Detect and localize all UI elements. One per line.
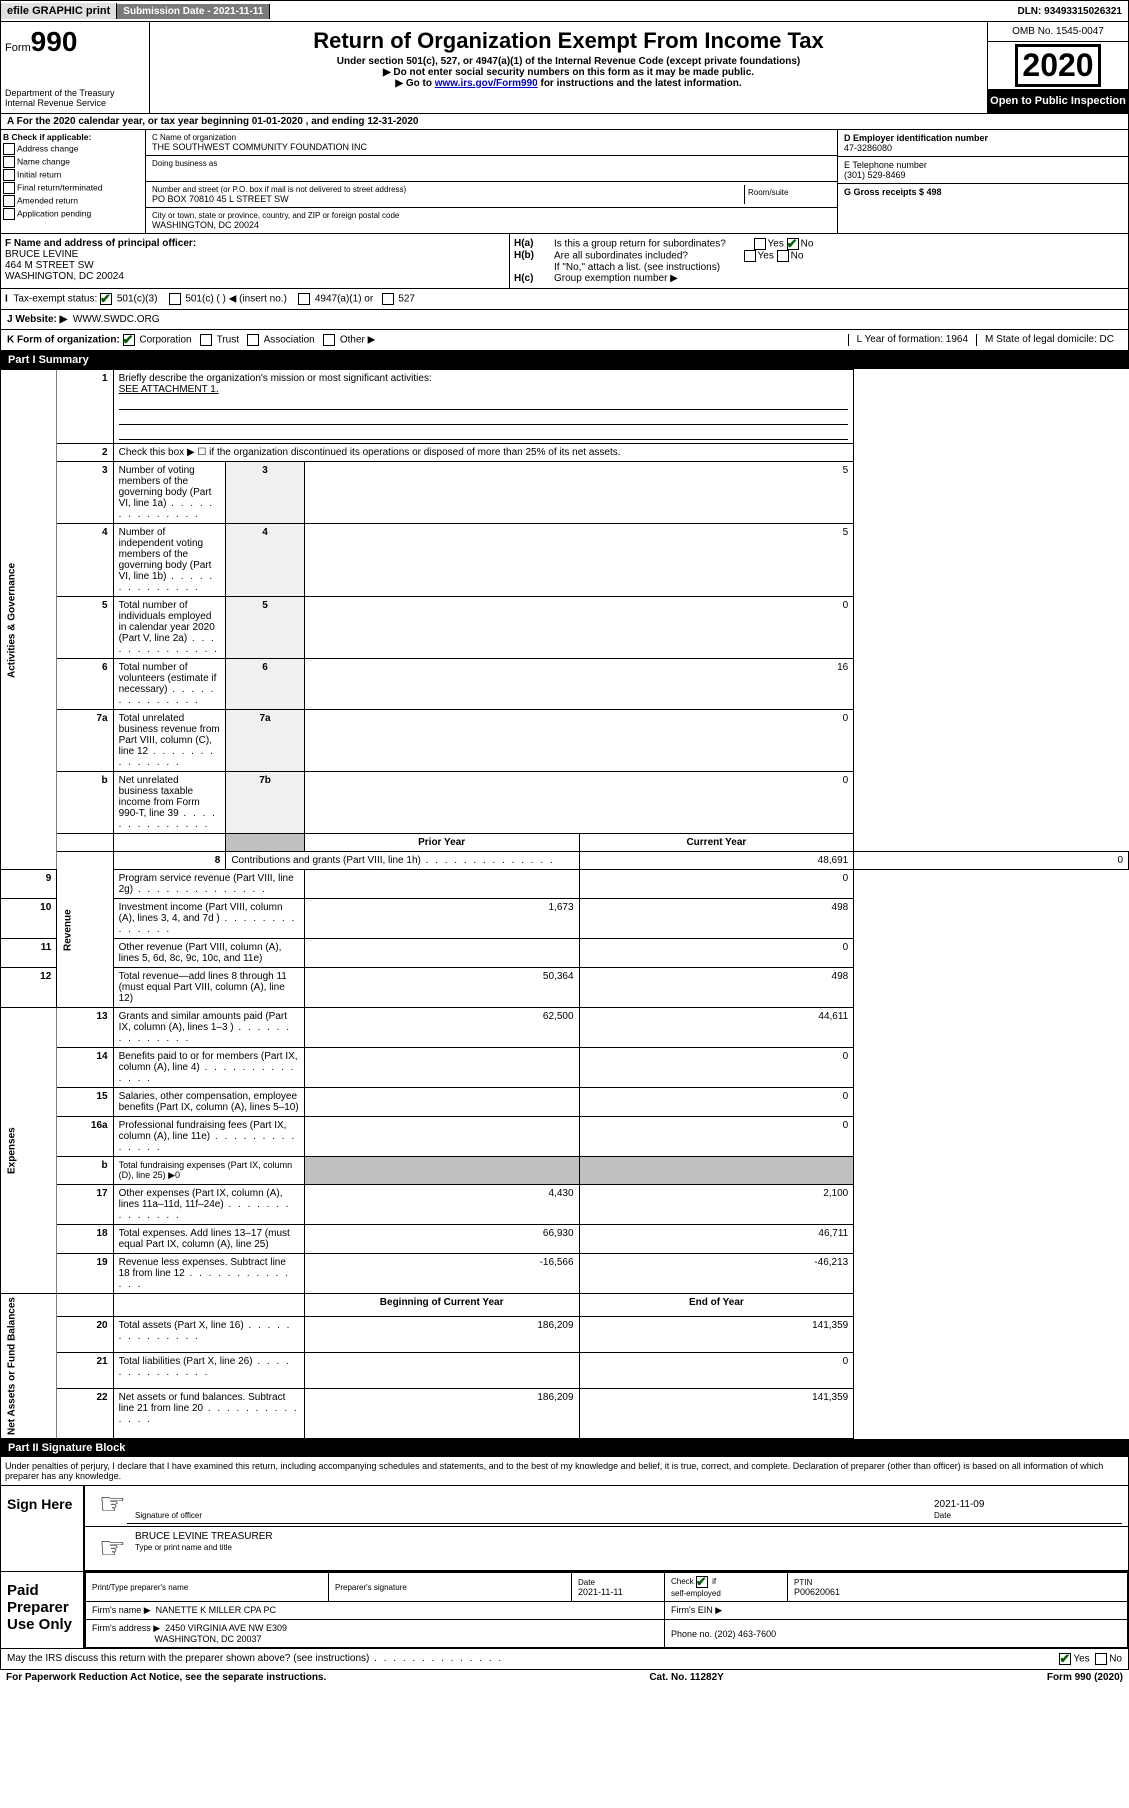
subtitle-3: ▶ Go to www.irs.gov/Form990 for instruct… xyxy=(154,78,983,89)
org-address: PO BOX 70810 45 L STREET SW xyxy=(152,194,289,204)
ha-no-checkbox[interactable] xyxy=(787,238,799,250)
open-public-badge: Open to Public Inspection xyxy=(988,89,1128,113)
page-footer: For Paperwork Reduction Act Notice, see … xyxy=(0,1670,1129,1685)
box-k: K Form of organization: Corporation Trus… xyxy=(0,330,1129,351)
summary-table: Activities & Governance 1 Briefly descri… xyxy=(0,369,1129,1439)
section-governance: Activities & Governance xyxy=(1,370,57,870)
officer-signature-name: BRUCE LEVINE TREASURER xyxy=(135,1531,273,1542)
info-block: B Check if applicable: Address change Na… xyxy=(0,130,1129,234)
firm-address: 2450 VIRGINIA AVE NW E309 xyxy=(165,1623,287,1633)
ptin: P00620061 xyxy=(794,1587,840,1597)
submission-date: Submission Date - 2021-11-11 xyxy=(117,4,270,19)
gross-receipts: G Gross receipts $ 498 xyxy=(844,187,1122,197)
top-bar: efile GRAPHIC print Submission Date - 20… xyxy=(0,0,1129,22)
irs-link[interactable]: www.irs.gov/Form990 xyxy=(435,78,538,89)
dept-label: Department of the Treasury xyxy=(5,88,145,98)
subtitle-2: ▶ Do not enter social security numbers o… xyxy=(154,67,983,78)
form-number: 990 xyxy=(31,26,78,57)
dln-label: DLN: 93493315026321 xyxy=(1011,4,1128,19)
year-formation: L Year of formation: 1964 xyxy=(848,334,976,346)
self-employed-checkbox[interactable] xyxy=(696,1576,708,1588)
box-f-h: F Name and address of principal officer:… xyxy=(0,234,1129,289)
box-c: C Name of organization THE SOUTHWEST COM… xyxy=(146,130,837,233)
box-i: I Tax-exempt status: 501(c)(3) 501(c) ( … xyxy=(0,289,1129,310)
subtitle-1: Under section 501(c), 527, or 4947(a)(1)… xyxy=(154,56,983,67)
501c3-checkbox[interactable] xyxy=(100,293,112,305)
org-name: THE SOUTHWEST COMMUNITY FOUNDATION INC xyxy=(152,142,367,152)
sign-date: 2021-11-09 xyxy=(934,1499,984,1510)
line-a: A For the 2020 calendar year, or tax yea… xyxy=(0,114,1129,130)
box-b: B Check if applicable: Address change Na… xyxy=(1,130,146,233)
cat-no: Cat. No. 11282Y xyxy=(649,1672,723,1683)
prep-date: 2021-11-11 xyxy=(578,1587,623,1597)
irs-label: Internal Revenue Service xyxy=(5,98,145,108)
firm-name: NANETTE K MILLER CPA PC xyxy=(156,1605,276,1615)
perjury-statement: Under penalties of perjury, I declare th… xyxy=(0,1457,1129,1486)
sign-here-block: Sign Here ☞ Signature of officer 2021-11… xyxy=(0,1486,1129,1572)
omb-number: OMB No. 1545-0047 xyxy=(988,22,1128,42)
section-expenses: Expenses xyxy=(1,1008,57,1294)
mission-text: SEE ATTACHMENT 1. xyxy=(119,384,219,395)
org-city: WASHINGTON, DC 20024 xyxy=(152,220,259,230)
efile-print-button[interactable]: efile GRAPHIC print xyxy=(1,3,117,19)
firm-phone: Phone no. (202) 463-7600 xyxy=(671,1629,776,1639)
website: WWW.SWDC.ORG xyxy=(73,314,160,325)
tax-year: 2020 xyxy=(1015,44,1100,87)
form-title: Return of Organization Exempt From Incom… xyxy=(154,28,983,54)
part-ii-header: Part II Signature Block xyxy=(0,1439,1129,1457)
form-header: Form990 Department of the Treasury Inter… xyxy=(0,22,1129,114)
state-domicile: M State of legal domicile: DC xyxy=(976,334,1122,346)
discuss-row: May the IRS discuss this return with the… xyxy=(0,1649,1129,1670)
phone: (301) 529-8469 xyxy=(844,170,1122,180)
section-revenue: Revenue xyxy=(57,852,113,1008)
ein: 47-3286080 xyxy=(844,143,1122,153)
corp-checkbox[interactable] xyxy=(123,334,135,346)
box-j: J Website: ▶ WWW.SWDC.ORG xyxy=(0,310,1129,330)
officer-name: BRUCE LEVINE xyxy=(5,249,505,260)
box-deg: D Employer identification number 47-3286… xyxy=(837,130,1128,233)
line3-value: 5 xyxy=(304,462,853,524)
part-i-header: Part I Summary xyxy=(0,351,1129,369)
form-word: Form xyxy=(5,42,31,54)
discuss-yes-checkbox[interactable] xyxy=(1059,1653,1071,1665)
paid-preparer-block: Paid Preparer Use Only Print/Type prepar… xyxy=(0,1572,1129,1649)
group-exemption: Group exemption number ▶ xyxy=(554,273,678,284)
section-net-assets: Net Assets or Fund Balances xyxy=(1,1294,57,1439)
